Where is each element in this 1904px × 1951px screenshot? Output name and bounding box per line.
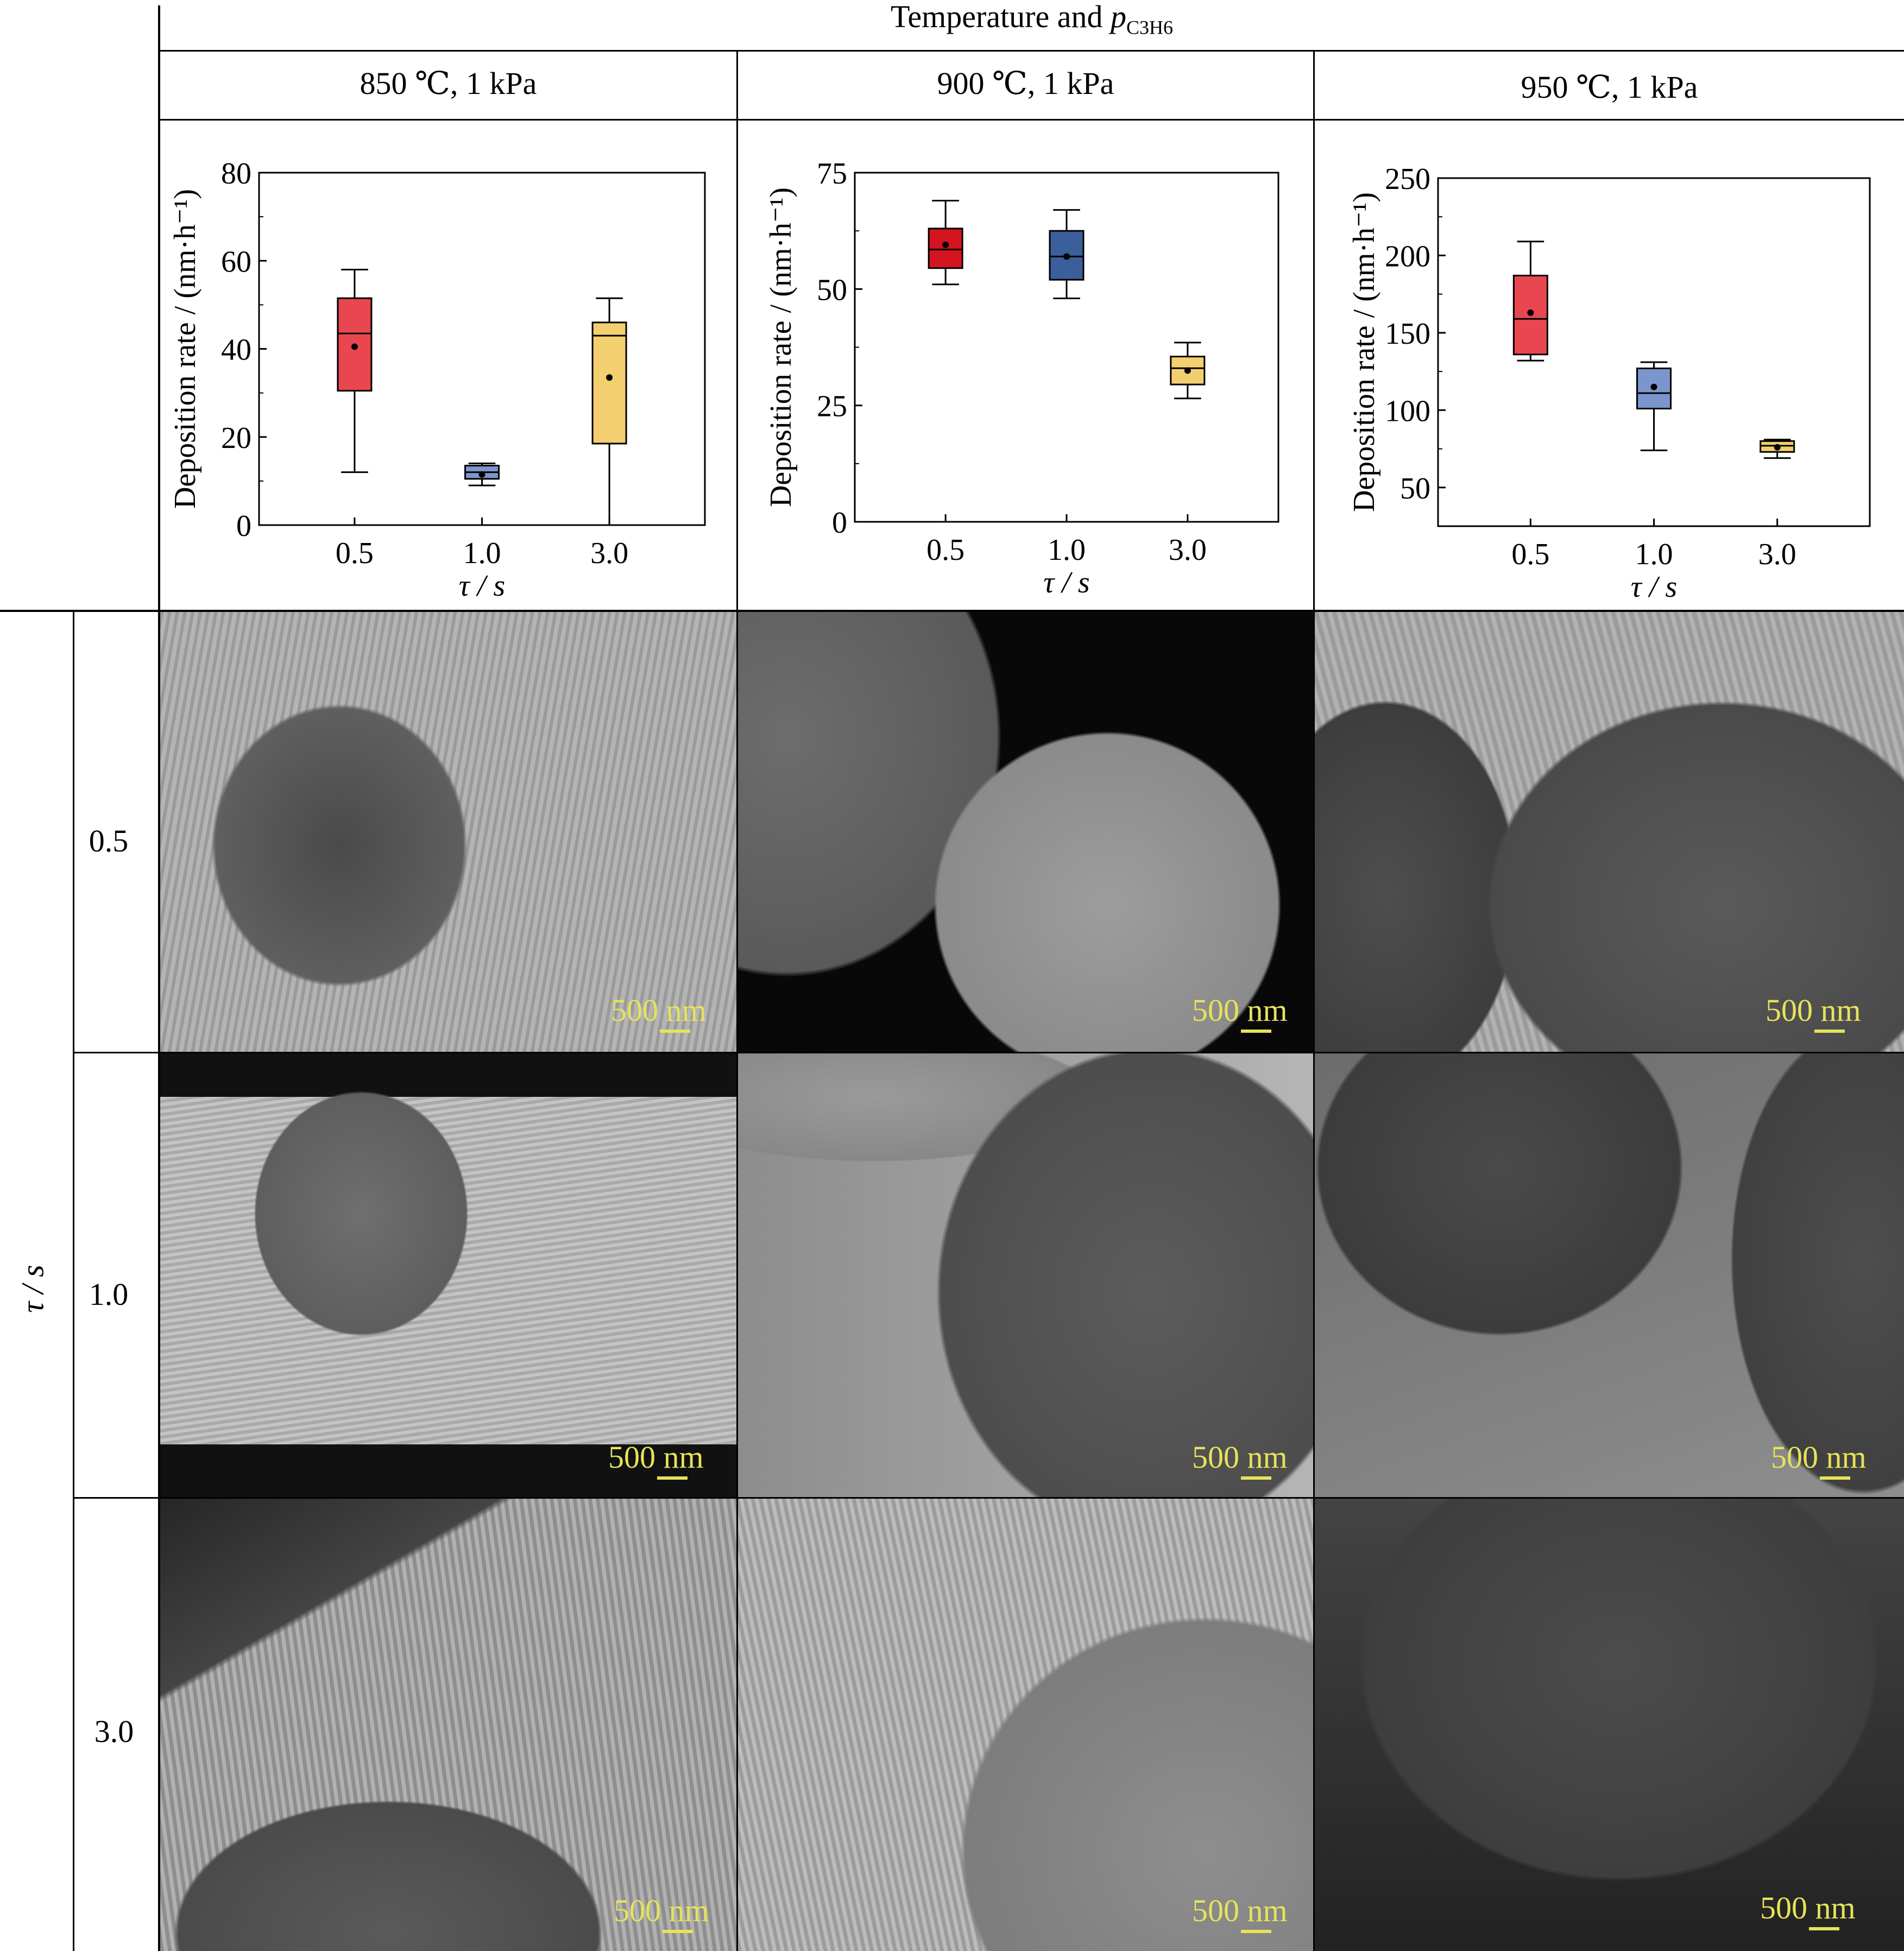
x-tick-label: 3.0	[1758, 538, 1796, 571]
mean-point	[478, 471, 486, 478]
sem-image-900-1-0: 500 nm	[738, 1053, 1313, 1497]
mean-point	[1063, 253, 1070, 260]
x-tick-label: 0.5	[1511, 538, 1549, 571]
y-axis-label: Deposition rate / (nm·h⁻¹)	[764, 187, 798, 507]
x-tick-label: 3.0	[590, 536, 628, 570]
mean-point	[1527, 309, 1534, 316]
row-axis-label: τ / s	[15, 1265, 51, 1313]
x-tick-label: 3.0	[1169, 533, 1207, 567]
header-title-text: Temperature and	[891, 0, 1111, 34]
sem-image-900-3-0: 500 nm	[738, 1499, 1313, 1951]
y-tick-label: 75	[817, 157, 847, 191]
box	[928, 228, 963, 269]
mean-point	[1184, 367, 1191, 374]
header-title-p: p	[1110, 0, 1126, 34]
column-header-950: 950 ℃, 1 kPa	[1521, 70, 1698, 105]
sem-image-950-3-0: 500 nm	[1315, 1499, 1904, 1951]
y-tick-label: 50	[817, 273, 847, 307]
x-tick-label: 0.5	[926, 533, 964, 567]
grid-line	[1313, 50, 1315, 1951]
sem-image-900-0-5: 500 nm	[738, 612, 1313, 1052]
y-tick-label: 0	[236, 509, 251, 543]
sem-image-950-1-0: 500 nm	[1315, 1053, 1904, 1497]
scale-bar: 500 nm	[608, 1439, 704, 1480]
x-tick-label: 1.0	[1048, 533, 1086, 567]
grid-line	[73, 611, 74, 1951]
grid-line	[0, 610, 1904, 612]
scale-bar: 500 nm	[1192, 1892, 1288, 1933]
y-tick-label: 250	[1385, 162, 1430, 196]
sem-image-850-3-0: 500 nm	[160, 1499, 736, 1951]
plot-frame	[1437, 177, 1871, 527]
scale-bar: 500 nm	[1192, 1439, 1288, 1480]
x-axis-label: τ / s	[1043, 566, 1089, 599]
header-title: Temperature and pC3H6	[706, 1, 1358, 37]
column-header-900: 900 ℃, 1 kPa	[937, 66, 1114, 101]
y-tick-label: 50	[1400, 472, 1430, 506]
scale-bar: 500 nm	[614, 1892, 709, 1933]
sem-image-950-0-5: 500 nm	[1315, 612, 1904, 1052]
y-tick-label: 25	[817, 390, 847, 424]
column-header-850: 850 ℃, 1 kPa	[360, 66, 537, 101]
y-tick-label: 60	[221, 245, 251, 279]
y-tick-label: 40	[221, 333, 251, 367]
sem-image-850-0-5: 500 nm	[160, 612, 736, 1052]
mean-point	[1650, 383, 1657, 390]
grid-line	[736, 50, 738, 1951]
y-tick-label: 0	[832, 506, 847, 540]
scale-bar: 500 nm	[1771, 1439, 1867, 1480]
scale-bar: 500 nm	[1760, 1890, 1856, 1930]
scale-bar: 500 nm	[1192, 992, 1288, 1033]
grid-line	[158, 50, 1904, 52]
y-axis-label: Deposition rate / (nm·h⁻¹)	[1347, 192, 1381, 512]
y-tick-label: 200	[1385, 239, 1430, 273]
box	[591, 321, 627, 445]
row-label-0-5: 0.5	[89, 823, 129, 858]
grid-line	[73, 1497, 1904, 1499]
scale-bar: 500 nm	[1766, 992, 1861, 1033]
row-label-1-0: 1.0	[89, 1277, 129, 1312]
scale-bar: 500 nm	[611, 992, 707, 1033]
x-axis-label: τ / s	[459, 569, 505, 603]
y-axis-label: Deposition rate / (nm·h⁻¹)	[168, 189, 202, 509]
grid-line	[73, 1052, 1904, 1053]
x-axis-label: τ / s	[1631, 570, 1677, 604]
sem-image-850-1-0: 500 nm	[160, 1053, 736, 1497]
y-tick-label: 100	[1385, 394, 1430, 428]
y-tick-label: 80	[221, 157, 251, 191]
x-tick-label: 1.0	[463, 536, 501, 570]
x-tick-label: 0.5	[336, 536, 374, 570]
y-tick-label: 150	[1385, 317, 1430, 351]
x-tick-label: 1.0	[1635, 538, 1673, 571]
box-chart-850: 0 20 40 60 80 Deposition rate / (nm·h⁻¹) 0.5 1.…	[168, 157, 706, 603]
row-label-3-0: 3.0	[94, 1714, 134, 1749]
box	[1170, 356, 1206, 386]
mean-point	[1774, 444, 1781, 451]
mean-point	[351, 343, 358, 350]
box-chart-900: 0 25 50 75 Deposition rate / (nm·h⁻¹) 0.5 1.0 3…	[764, 157, 1279, 599]
mean-point	[606, 374, 613, 381]
grid-line	[158, 5, 160, 1951]
grid-line	[158, 119, 1904, 121]
y-tick-label: 20	[221, 421, 251, 455]
header-title-sub: C3H6	[1126, 16, 1173, 39]
mean-point	[942, 241, 949, 248]
